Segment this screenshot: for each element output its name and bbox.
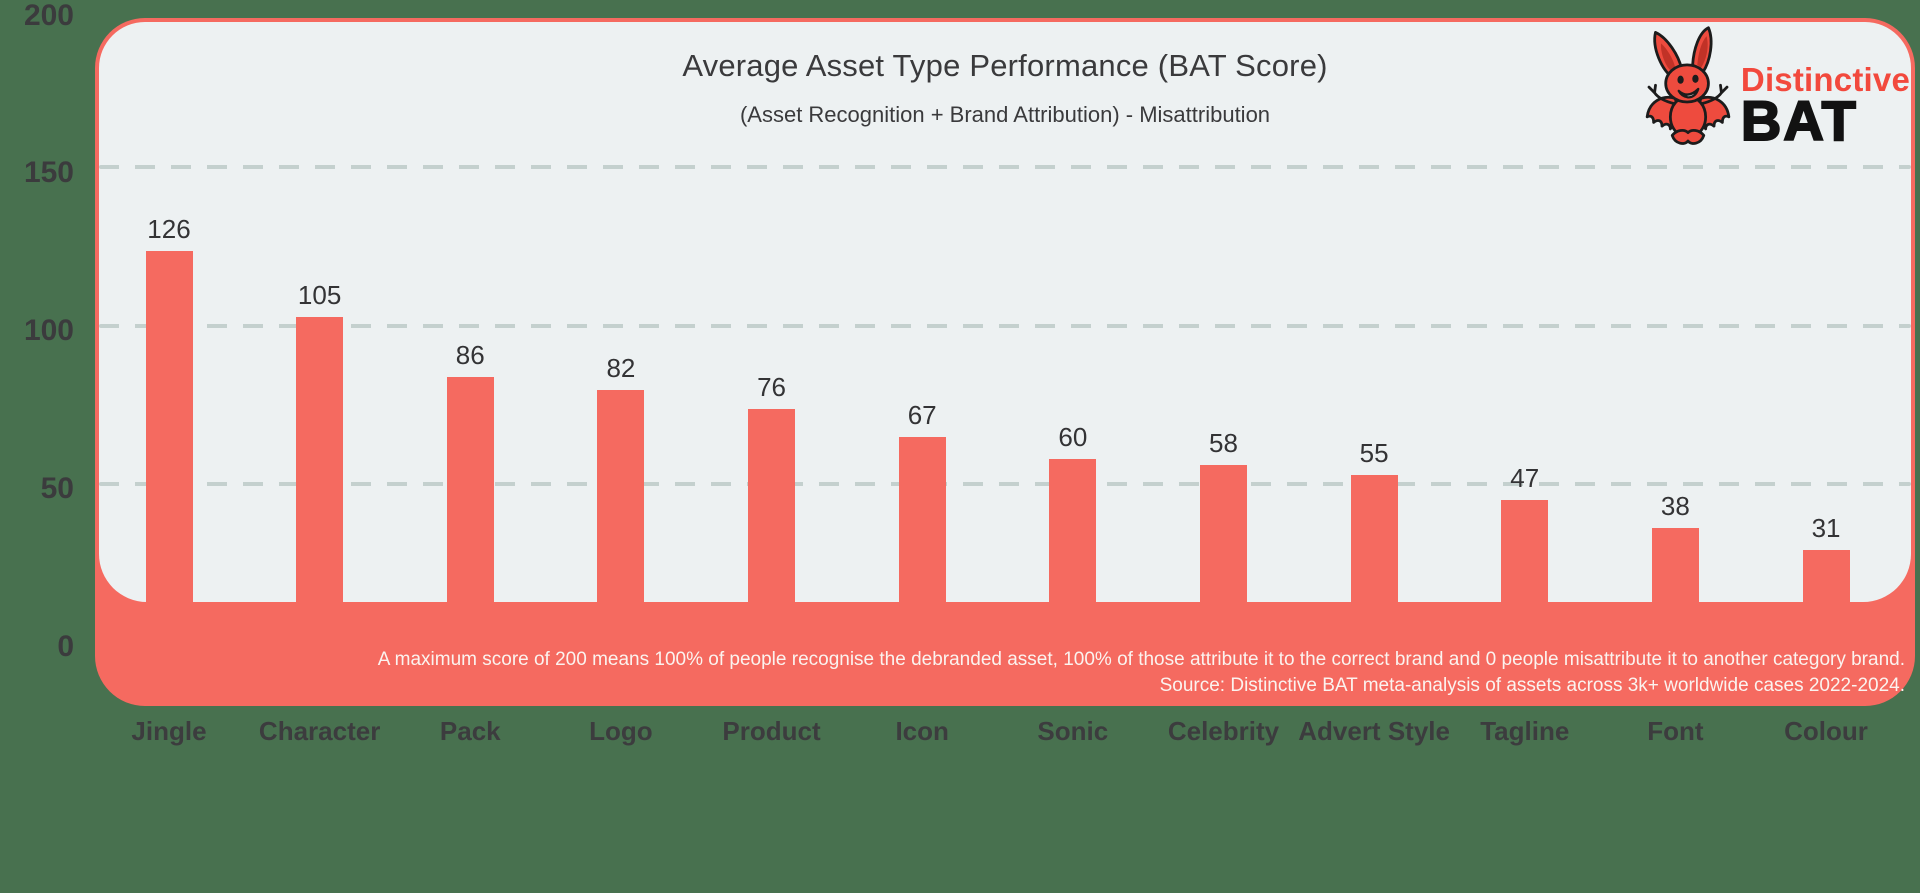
bar-product bbox=[748, 408, 796, 603]
brand-name-top: Distinctive bbox=[1740, 61, 1910, 98]
bar-value-label: 126 bbox=[147, 214, 191, 245]
bar-advert-style bbox=[1350, 474, 1398, 603]
bar-celebrity bbox=[1199, 465, 1247, 603]
bar-jingle bbox=[145, 251, 193, 603]
brand-wordmark: Distinctive BAT bbox=[1740, 24, 1910, 152]
bar-logo bbox=[597, 389, 645, 603]
plot-area bbox=[99, 22, 1911, 602]
chart-title: Average Asset Type Performance (BAT Scor… bbox=[682, 48, 1328, 83]
bar-sonic bbox=[1049, 459, 1097, 603]
gridline-150 bbox=[99, 165, 1911, 169]
brand-name-bottom: BAT bbox=[1740, 89, 1858, 152]
bar-value-label: 31 bbox=[1811, 513, 1841, 544]
bat-mascot-icon bbox=[1641, 24, 1735, 159]
bar-value-label: 105 bbox=[297, 280, 342, 311]
x-axis-label-character: Character bbox=[258, 716, 381, 746]
x-axis-label-celebrity: Celebrity bbox=[1167, 716, 1280, 746]
bar-value-label: 82 bbox=[606, 352, 636, 383]
y-axis-tick-100: 100 bbox=[23, 314, 74, 347]
x-axis-label-tagline: Tagline bbox=[1480, 716, 1570, 746]
y-axis-tick-200: 200 bbox=[23, 0, 74, 32]
x-axis-label-advert-style: Advert Style bbox=[1298, 716, 1450, 746]
bar-value-label: 58 bbox=[1209, 428, 1238, 459]
x-axis-label-sonic: Sonic bbox=[1037, 716, 1109, 746]
x-axis-label-font: Font bbox=[1647, 716, 1704, 746]
bar-icon bbox=[898, 436, 946, 603]
footnote-band: A maximum score of 200 means 100% of peo… bbox=[95, 602, 1915, 706]
x-axis-label-pack: Pack bbox=[439, 716, 501, 746]
chart-subtitle: (Asset Recognition + Brand Attribution) … bbox=[739, 102, 1271, 127]
bar-font bbox=[1651, 528, 1699, 603]
chart-card: 126 105 86 82 76 67 60 58 55 47 38 31 A maximum sco… bbox=[95, 18, 1915, 706]
bar-value-label: 76 bbox=[757, 371, 786, 402]
gridline-50 bbox=[99, 482, 1911, 486]
x-axis-label-product: Product bbox=[722, 716, 821, 746]
footnote-line-2: Source: Distinctive BAT meta-analysis of… bbox=[1159, 675, 1905, 696]
bar-value-label: 47 bbox=[1510, 462, 1540, 493]
bar-tagline bbox=[1501, 499, 1549, 603]
bar-value-label: 38 bbox=[1660, 491, 1690, 522]
bar-character bbox=[296, 317, 344, 603]
bar-value-label: 55 bbox=[1359, 437, 1389, 468]
x-axis-label-colour: Colour bbox=[1784, 716, 1868, 746]
y-axis-tick-150: 150 bbox=[23, 156, 74, 190]
gridline-100 bbox=[99, 323, 1911, 328]
bar-colour bbox=[1802, 550, 1850, 603]
y-axis-tick-0: 0 bbox=[57, 629, 74, 663]
footnote-line-1: A maximum score of 200 means 100% of peo… bbox=[377, 649, 1905, 670]
brand-logo: Distinctive BAT bbox=[1641, 24, 1910, 156]
bar-pack bbox=[446, 377, 494, 603]
bar-value-label: 60 bbox=[1058, 422, 1088, 452]
x-axis-label-logo: Logo bbox=[589, 716, 653, 746]
y-axis-tick-50: 50 bbox=[40, 471, 74, 505]
bar-value-label: 67 bbox=[907, 399, 937, 430]
x-axis-label-jingle: Jingle bbox=[131, 716, 207, 746]
bar-value-label: 86 bbox=[455, 340, 485, 371]
x-axis-label-icon: Icon bbox=[895, 716, 949, 746]
